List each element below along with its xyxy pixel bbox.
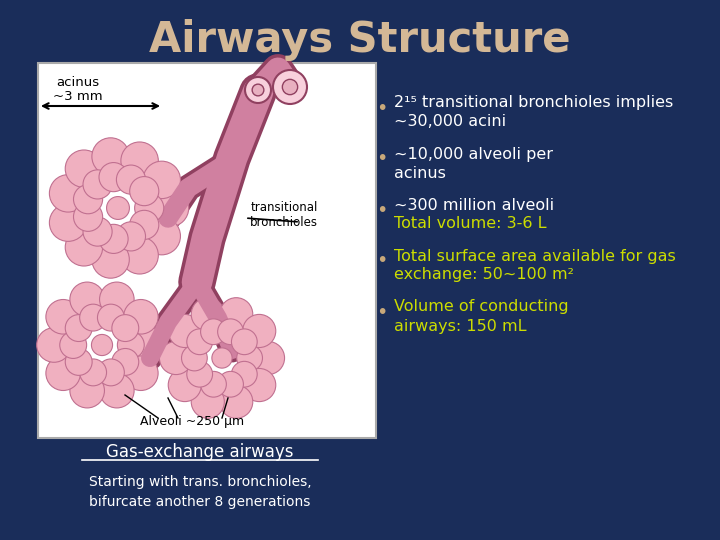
Circle shape <box>243 368 276 402</box>
Circle shape <box>237 345 263 371</box>
Circle shape <box>192 298 225 331</box>
Text: ~3 mm: ~3 mm <box>53 90 103 103</box>
Circle shape <box>99 373 134 408</box>
Circle shape <box>73 202 103 231</box>
Circle shape <box>212 348 232 368</box>
Text: Starting with trans. bronchioles,
bifurcate another 8 generations: Starting with trans. bronchioles, bifurc… <box>89 475 311 509</box>
Circle shape <box>201 319 226 345</box>
Text: acinus: acinus <box>394 165 446 180</box>
Circle shape <box>135 193 163 222</box>
Circle shape <box>220 385 253 418</box>
Circle shape <box>83 170 112 199</box>
Circle shape <box>143 218 181 255</box>
Circle shape <box>83 217 112 246</box>
Circle shape <box>70 373 104 408</box>
Circle shape <box>80 359 107 386</box>
Circle shape <box>124 300 158 334</box>
Circle shape <box>92 241 130 278</box>
Circle shape <box>99 224 128 253</box>
Circle shape <box>124 356 158 390</box>
Text: ~30,000 acini: ~30,000 acini <box>394 114 506 130</box>
Circle shape <box>66 150 103 187</box>
Circle shape <box>217 372 243 397</box>
Circle shape <box>70 282 104 316</box>
Circle shape <box>46 356 81 390</box>
Circle shape <box>107 197 130 219</box>
Circle shape <box>97 304 125 331</box>
Circle shape <box>91 334 112 355</box>
Circle shape <box>121 237 158 274</box>
Circle shape <box>37 328 71 362</box>
Text: Alveoli ~250 μm: Alveoli ~250 μm <box>140 415 244 429</box>
Circle shape <box>252 84 264 96</box>
Circle shape <box>186 361 212 387</box>
Text: 2¹⁵ transitional bronchioles implies: 2¹⁵ transitional bronchioles implies <box>394 96 673 111</box>
Circle shape <box>130 177 159 206</box>
Circle shape <box>143 161 181 199</box>
Circle shape <box>245 77 271 103</box>
Circle shape <box>168 314 202 348</box>
Circle shape <box>181 345 207 371</box>
Circle shape <box>217 319 243 345</box>
Circle shape <box>201 372 226 397</box>
Circle shape <box>99 163 128 192</box>
Text: exchange: 50~100 m²: exchange: 50~100 m² <box>394 267 574 282</box>
Circle shape <box>220 298 253 331</box>
Text: transitional
bronchioles: transitional bronchioles <box>250 201 318 229</box>
Circle shape <box>243 314 276 348</box>
Text: Total surface area available for gas: Total surface area available for gas <box>394 248 676 264</box>
Circle shape <box>168 368 202 402</box>
Circle shape <box>66 315 92 341</box>
Text: acinus: acinus <box>56 76 99 89</box>
Circle shape <box>282 79 297 94</box>
Circle shape <box>73 185 103 214</box>
Text: ~300 million alveoli: ~300 million alveoli <box>394 198 554 213</box>
Circle shape <box>66 228 103 266</box>
Circle shape <box>130 210 159 239</box>
Circle shape <box>112 315 139 341</box>
Text: Airways Structure: Airways Structure <box>149 19 571 61</box>
Circle shape <box>112 348 139 375</box>
Circle shape <box>80 304 107 331</box>
Text: •: • <box>377 252 387 271</box>
Text: ~10,000 alveoli per: ~10,000 alveoli per <box>394 146 553 161</box>
Circle shape <box>231 329 257 355</box>
Text: •: • <box>377 200 387 219</box>
Bar <box>38 63 376 438</box>
Text: •: • <box>377 98 387 118</box>
Circle shape <box>192 385 225 418</box>
Circle shape <box>186 329 212 355</box>
Circle shape <box>99 282 134 316</box>
Circle shape <box>151 190 189 227</box>
Text: •: • <box>377 302 387 321</box>
Circle shape <box>121 142 158 179</box>
Circle shape <box>46 300 81 334</box>
Circle shape <box>132 328 167 362</box>
Circle shape <box>159 341 192 375</box>
Circle shape <box>50 174 87 212</box>
Text: airways: 150 mL: airways: 150 mL <box>394 319 526 334</box>
Circle shape <box>117 222 145 251</box>
Circle shape <box>60 332 86 359</box>
Circle shape <box>97 359 125 386</box>
Circle shape <box>92 138 130 176</box>
Circle shape <box>117 165 145 194</box>
Text: Total volume: 3-6 L: Total volume: 3-6 L <box>394 217 546 232</box>
Circle shape <box>117 332 144 359</box>
Text: Gas-exchange airways: Gas-exchange airways <box>107 443 294 461</box>
Text: Volume of conducting: Volume of conducting <box>394 300 569 314</box>
Circle shape <box>273 70 307 104</box>
Circle shape <box>50 204 87 241</box>
Circle shape <box>66 348 92 375</box>
Circle shape <box>231 361 257 387</box>
Text: •: • <box>377 150 387 168</box>
Circle shape <box>251 341 284 375</box>
